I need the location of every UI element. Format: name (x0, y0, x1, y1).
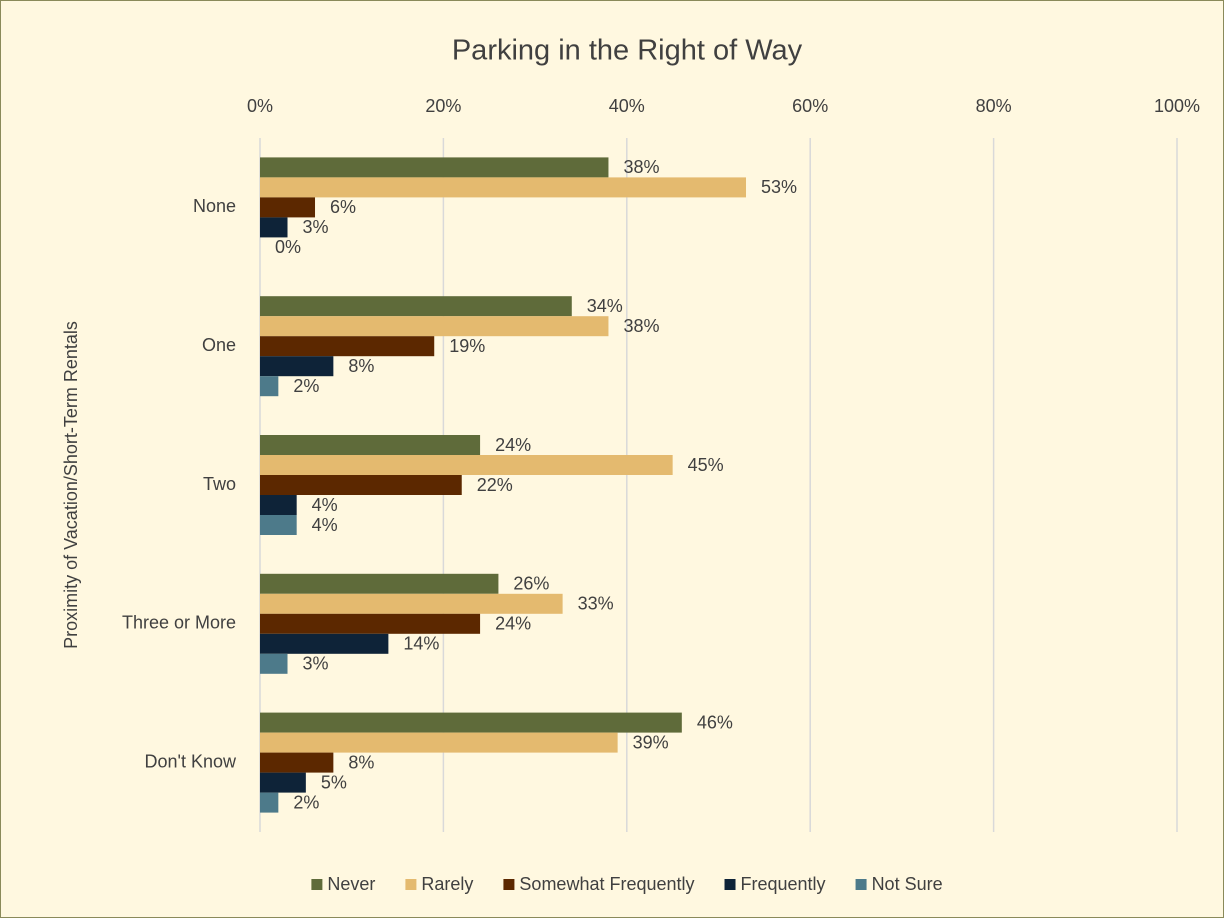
bar (260, 495, 297, 515)
bar (260, 455, 673, 475)
chart-title: Parking in the Right of Way (452, 35, 803, 67)
data-label: 45% (688, 455, 724, 475)
bar (260, 633, 389, 654)
data-label: 46% (697, 712, 733, 732)
bar (260, 435, 481, 455)
data-label: 14% (403, 634, 439, 654)
data-label: 3% (303, 654, 329, 674)
y-axis-label: Proximity of Vacation/Short-Term Rentals (61, 321, 81, 649)
y-tick-label: Two (203, 474, 236, 494)
data-label: 22% (477, 475, 513, 495)
bar (260, 157, 609, 178)
data-label: 24% (495, 614, 531, 634)
data-label: 0% (275, 237, 301, 257)
x-tick-label: 60% (792, 96, 828, 116)
x-tick-label: 0% (247, 96, 273, 116)
bar (260, 752, 334, 773)
bar (260, 217, 288, 238)
legend-label: Not Sure (872, 874, 943, 894)
legend-label: Somewhat Frequently (519, 874, 694, 894)
data-label: 2% (293, 792, 319, 812)
bar (260, 475, 462, 495)
data-label: 38% (623, 157, 659, 177)
bar (260, 653, 288, 674)
data-label: 24% (495, 435, 531, 455)
data-label: 4% (312, 495, 338, 515)
legend-label: Frequently (741, 874, 826, 894)
bar (260, 316, 609, 337)
data-label: 5% (321, 772, 347, 792)
legend-label: Rarely (421, 874, 473, 894)
legend-swatch (855, 879, 867, 890)
legend-swatch (503, 879, 515, 890)
bar (260, 515, 297, 535)
bar (260, 712, 682, 733)
bar (260, 336, 435, 357)
data-label: 8% (348, 752, 374, 772)
bar (260, 613, 481, 634)
bar (260, 177, 747, 198)
data-label: 53% (761, 177, 797, 197)
bar (260, 792, 279, 813)
data-label: 3% (303, 217, 329, 237)
y-tick-label: One (202, 335, 236, 355)
bar (260, 376, 279, 397)
x-tick-label: 40% (609, 96, 645, 116)
x-tick-label: 100% (1154, 96, 1200, 116)
data-label: 38% (623, 316, 659, 336)
bar (260, 573, 499, 594)
bar (260, 296, 572, 317)
y-tick-label: Three or More (122, 613, 236, 633)
x-tick-label: 20% (425, 96, 461, 116)
x-tick-label: 80% (976, 96, 1012, 116)
y-tick-label: Don't Know (145, 751, 237, 771)
data-label: 6% (330, 197, 356, 217)
bar (260, 356, 334, 377)
data-label: 26% (513, 574, 549, 594)
data-label: 19% (449, 336, 485, 356)
bar (260, 593, 563, 614)
legend-swatch (405, 879, 417, 890)
bar (260, 732, 618, 753)
legend-swatch (724, 879, 736, 890)
data-label: 33% (578, 594, 614, 614)
data-label: 39% (633, 732, 669, 752)
legend-swatch (311, 879, 323, 890)
bar (260, 197, 316, 218)
bar (260, 772, 306, 793)
data-label: 8% (348, 356, 374, 376)
data-label: 4% (312, 515, 338, 535)
data-label: 34% (587, 296, 623, 316)
legend-label: Never (327, 874, 375, 894)
y-tick-label: None (193, 196, 236, 216)
data-label: 2% (293, 376, 319, 396)
